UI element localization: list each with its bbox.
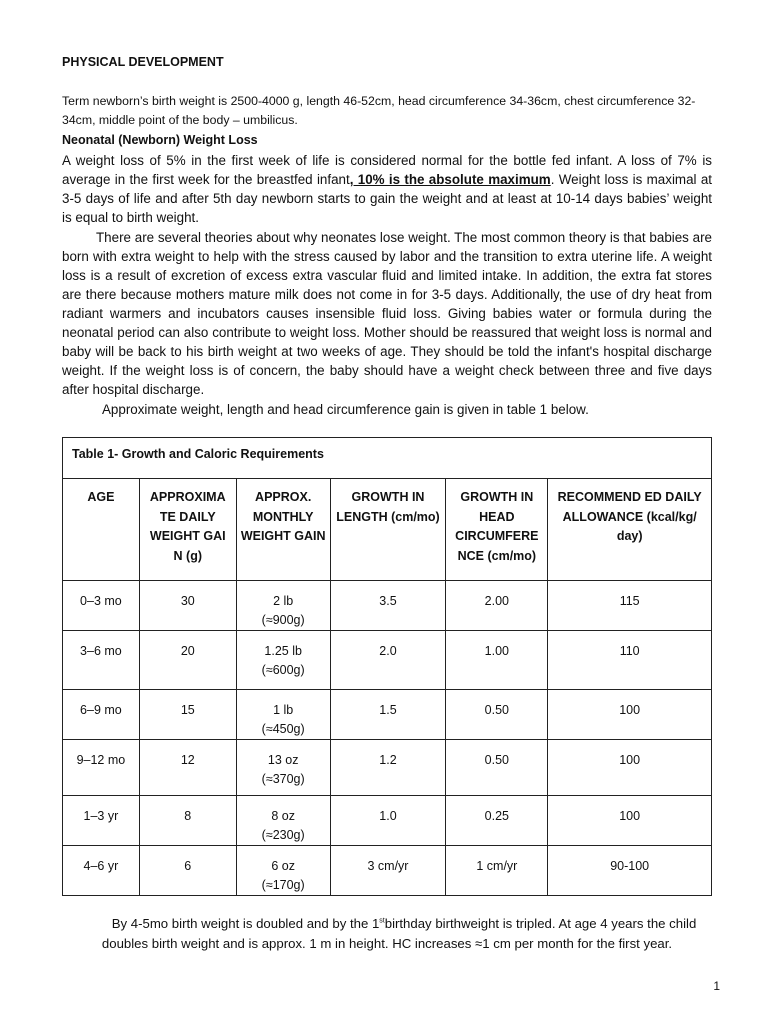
table-cell: 15 xyxy=(138,689,237,740)
table-cell: 13 oz (≈370g) xyxy=(235,739,331,796)
table-cell: 3 cm/yr xyxy=(329,845,447,896)
table-cell: 100 xyxy=(547,739,712,796)
table-cell: 100 xyxy=(547,689,712,740)
table-header-cell: GROWTH IN HEAD CIRCUMFERE NCE (cm/mo) xyxy=(445,478,549,581)
table-cell: 4–6 yr xyxy=(62,845,140,896)
para1-text: A weight loss of 5% in the first week of… xyxy=(62,153,712,187)
table-cell: 20 xyxy=(138,630,237,690)
table-header-cell: APPROXIMA TE DAILY WEIGHT GAI N (g) xyxy=(138,478,237,581)
footer-paragraph: By 4-5mo birth weight is doubled and by … xyxy=(57,914,717,954)
table-header-cell: GROWTH IN LENGTH (cm/mo) xyxy=(329,478,447,581)
table-cell: 6 xyxy=(138,845,237,896)
footer-text: By 4-5mo birth weight is doubled and by … xyxy=(111,916,380,931)
para1-emphasis: , 10% is the absolute maximum xyxy=(349,172,551,187)
page-content: PHYSICAL DEVELOPMENT Term newborn’s birt… xyxy=(62,0,720,994)
table-cell: 3.5 xyxy=(329,580,447,631)
table-cell: 30 xyxy=(138,580,237,631)
table-cell: 110 xyxy=(547,630,712,690)
page-number: 1 xyxy=(713,979,720,993)
table-header-row: AGE APPROXIMA TE DAILY WEIGHT GAI N (g) AP… xyxy=(62,478,712,581)
table-cell: 2 lb (≈900g) xyxy=(235,580,331,631)
table-cell: 8 oz (≈230g) xyxy=(235,795,331,846)
table-title: Table 1- Growth and Caloric Requirements xyxy=(62,437,712,479)
table-row: 3–6 mo 20 1.25 lb (≈600g) 2.0 1.00 110 xyxy=(62,630,712,690)
table-cell: 0.25 xyxy=(445,795,549,846)
table-cell: 1.25 lb (≈600g) xyxy=(235,630,331,690)
table-cell: 0.50 xyxy=(445,689,549,740)
footer-superscript: st xyxy=(379,917,385,925)
table-cell: 1.00 xyxy=(445,630,549,690)
table-cell: 100 xyxy=(547,795,712,846)
table-row: 9–12 mo 12 13 oz (≈370g) 1.2 0.50 100 xyxy=(62,739,712,796)
table-cell: 1 cm/yr xyxy=(445,845,549,896)
section-subheading: Neonatal (Newborn) Weight Loss xyxy=(62,133,258,147)
table-header-cell: RECOMMEND ED DAILY ALLOWANCE (kcal/kg/ d… xyxy=(547,478,712,581)
table-row: 0–3 mo 30 2 lb (≈900g) 3.5 2.00 115 xyxy=(62,580,712,631)
table-row: 6–9 mo 15 1 lb (≈450g) 1.5 0.50 100 xyxy=(62,689,712,740)
table-header-cell: APPROX. MONTHLY WEIGHT GAIN xyxy=(235,478,331,581)
paragraph-theories: There are several theories about why neo… xyxy=(62,230,712,397)
table-cell: 1–3 yr xyxy=(62,795,140,846)
table-row: 4–6 yr 6 6 oz (≈170g) 3 cm/yr 1 cm/yr 90-100 xyxy=(62,845,712,896)
paragraph-table-intro: Approximate weight, length and head circ… xyxy=(102,402,589,417)
table-cell: 115 xyxy=(547,580,712,631)
table-cell: 6–9 mo xyxy=(62,689,140,740)
table-cell: 0–3 mo xyxy=(62,580,140,631)
paragraph-weight-loss: A weight loss of 5% in the first week of… xyxy=(62,151,712,227)
table-cell: 3–6 mo xyxy=(62,630,140,690)
growth-table: Table 1- Growth and Caloric Requirements… xyxy=(62,437,712,896)
table-cell: 90-100 xyxy=(547,845,712,896)
table-cell: 1 lb (≈450g) xyxy=(235,689,331,740)
intro-paragraph: Term newborn’s birth weight is 2500-4000… xyxy=(62,94,696,127)
table-cell: 9–12 mo xyxy=(62,739,140,796)
table-cell: 2.00 xyxy=(445,580,549,631)
page-heading: PHYSICAL DEVELOPMENT xyxy=(62,55,224,69)
table-cell: 2.0 xyxy=(329,630,447,690)
table-cell: 1.2 xyxy=(329,739,447,796)
table-cell: 1.5 xyxy=(329,689,447,740)
table-cell: 8 xyxy=(138,795,237,846)
table-header-cell: AGE xyxy=(62,478,140,581)
table-cell: 12 xyxy=(138,739,237,796)
table-row: 1–3 yr 8 8 oz (≈230g) 1.0 0.25 100 xyxy=(62,795,712,846)
footer-text-end: birthday birthweight is tripled. At age … xyxy=(101,916,697,951)
table-cell: 0.50 xyxy=(445,739,549,796)
para1-text-end: . Weight loss is maximal at 3-5 days of … xyxy=(62,172,712,225)
table-cell: 1.0 xyxy=(329,795,447,846)
table-cell: 6 oz (≈170g) xyxy=(235,845,331,896)
